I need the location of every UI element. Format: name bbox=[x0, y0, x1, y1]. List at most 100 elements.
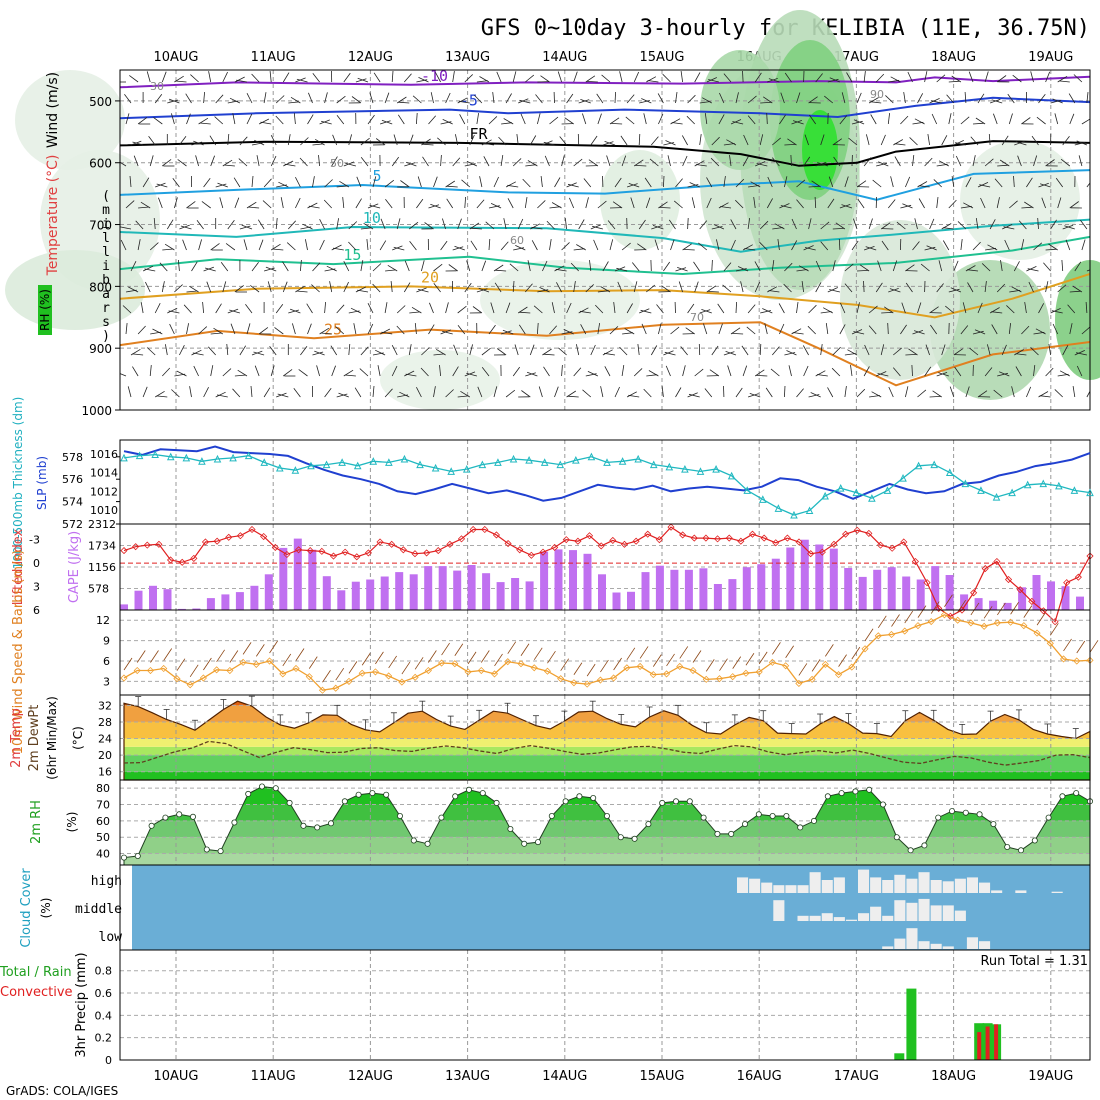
wind-barb bbox=[198, 239, 202, 251]
wind-barb bbox=[1086, 269, 1090, 272]
wind-barb bbox=[938, 260, 943, 272]
wind-barb bbox=[872, 179, 882, 188]
wind-barb bbox=[366, 239, 369, 251]
thickness-point bbox=[151, 450, 159, 459]
wind-barb bbox=[621, 242, 631, 251]
wind-barb bbox=[938, 160, 949, 167]
rh-point bbox=[590, 795, 597, 802]
wind-barb bbox=[531, 226, 543, 230]
wind-barb bbox=[384, 302, 388, 314]
rh-point bbox=[742, 821, 749, 828]
wind-barb bbox=[890, 176, 894, 188]
wind-barb bbox=[278, 181, 289, 188]
wind-barb bbox=[512, 366, 521, 377]
cape-bar bbox=[989, 600, 998, 610]
wind-barb bbox=[120, 226, 132, 230]
wind-barb bbox=[1048, 243, 1058, 251]
wind-barb bbox=[282, 72, 290, 83]
wind-barb bbox=[918, 198, 925, 209]
bottom-date-label: 14AUG bbox=[542, 1069, 587, 1084]
thickness-point bbox=[369, 457, 378, 465]
cloud-middle-bar bbox=[870, 906, 882, 921]
wind-barb bbox=[770, 368, 780, 377]
millibars-letter: r bbox=[102, 301, 110, 316]
temp-band bbox=[124, 755, 1090, 772]
wind-barb bbox=[614, 177, 622, 188]
wind-barb bbox=[810, 392, 821, 398]
rh-point bbox=[755, 811, 762, 818]
wind-barb bbox=[516, 134, 519, 146]
wind-barb bbox=[1052, 98, 1063, 104]
wind-barb bbox=[851, 646, 861, 660]
wind-barb bbox=[206, 281, 212, 293]
wind-barb bbox=[870, 114, 877, 125]
wind-barb bbox=[1063, 638, 1072, 652]
bottom-date-label: 16AUG bbox=[737, 1069, 782, 1084]
wind-barb bbox=[540, 75, 550, 83]
rh-point bbox=[852, 788, 859, 795]
wind-barb bbox=[246, 113, 253, 125]
wind-barb bbox=[120, 373, 127, 377]
thickness-point bbox=[945, 468, 954, 476]
wind-barb bbox=[688, 393, 700, 398]
wind-barb bbox=[918, 185, 930, 188]
wind-barb bbox=[832, 138, 843, 146]
wind-barb bbox=[189, 664, 199, 678]
wind-barb bbox=[777, 239, 780, 251]
wind-barb bbox=[527, 260, 531, 272]
wind-barb bbox=[156, 183, 168, 188]
rh-point bbox=[535, 839, 542, 846]
wind-barb bbox=[433, 263, 443, 272]
cape-bar bbox=[786, 547, 795, 610]
wind-barb bbox=[165, 344, 168, 356]
wind-barb bbox=[856, 302, 860, 314]
cape-bar bbox=[482, 573, 491, 610]
wind-barb bbox=[908, 348, 918, 356]
wind-barb bbox=[146, 71, 151, 83]
thickness-point bbox=[135, 451, 144, 460]
wind-barb bbox=[521, 390, 531, 398]
wind-barb bbox=[1062, 136, 1070, 146]
li-point bbox=[1016, 586, 1024, 594]
wind-barb bbox=[692, 650, 702, 663]
wind-barb bbox=[384, 92, 390, 104]
wind-barb bbox=[864, 344, 870, 356]
thickness-point bbox=[649, 460, 658, 469]
wind-barb bbox=[429, 302, 434, 314]
thickness-point bbox=[603, 458, 611, 466]
cape-bar bbox=[351, 581, 360, 610]
cape-bar bbox=[844, 568, 853, 610]
wind-barb bbox=[887, 322, 889, 335]
wind-barb bbox=[756, 163, 768, 167]
wind-barb bbox=[355, 78, 367, 83]
wind-barb bbox=[920, 263, 930, 272]
wind-barb bbox=[1072, 386, 1076, 398]
wind-barb bbox=[1004, 239, 1010, 251]
wind-barb bbox=[336, 95, 346, 104]
wind-barb bbox=[844, 263, 854, 272]
wind-barb bbox=[876, 371, 887, 377]
wind-barb bbox=[219, 197, 224, 209]
wind-barb bbox=[404, 162, 415, 167]
li-point bbox=[213, 537, 221, 545]
wind-barb bbox=[519, 99, 531, 104]
wind-barb bbox=[222, 71, 228, 83]
wind-barb bbox=[466, 161, 478, 167]
wind-barb bbox=[625, 116, 635, 125]
wind-barb bbox=[494, 282, 502, 293]
wind-barb bbox=[421, 347, 430, 356]
wind-point bbox=[464, 668, 472, 676]
thickness-point bbox=[1086, 488, 1094, 497]
cape-bar bbox=[873, 569, 882, 610]
li-point bbox=[411, 550, 419, 558]
wind-barb bbox=[495, 269, 507, 272]
wind-point bbox=[504, 658, 512, 666]
wind-barb bbox=[948, 199, 957, 209]
wind-barb bbox=[428, 115, 437, 125]
wind-barb bbox=[136, 650, 146, 663]
wind-barb bbox=[646, 374, 658, 377]
wind-barb bbox=[324, 387, 332, 398]
wind-barb bbox=[220, 261, 229, 272]
wind-point bbox=[199, 674, 207, 682]
wind-barb bbox=[158, 197, 163, 209]
